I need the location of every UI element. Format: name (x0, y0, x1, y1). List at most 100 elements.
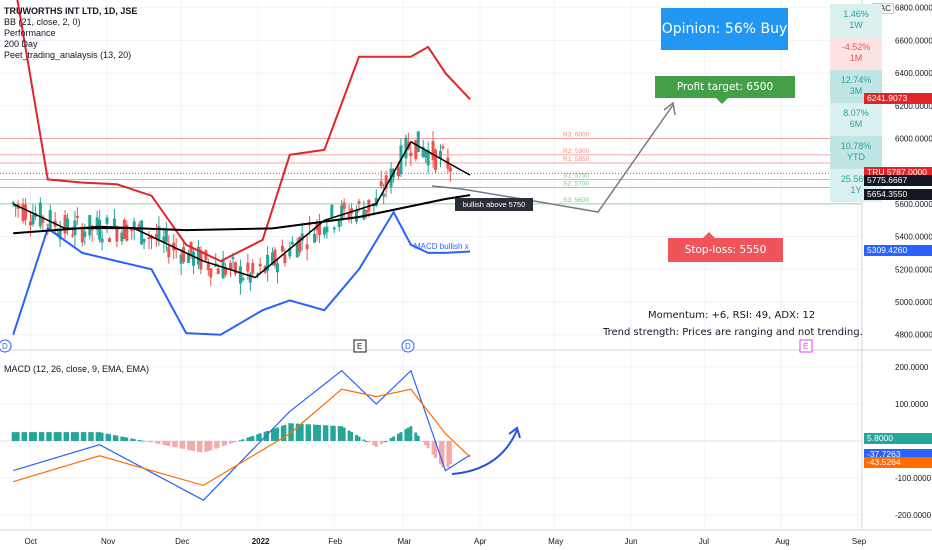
macd-hist-bar (248, 436, 252, 441)
chart-legend: TRUWORTHS INT LTD, 1D, JSE BB (21, close… (4, 6, 137, 61)
candle-body (290, 242, 294, 245)
macd-hist-bar (140, 440, 144, 442)
macd-hist-bar (179, 441, 183, 449)
price-tag: 6241.9073 (864, 92, 932, 104)
projection-arrowhead (663, 101, 676, 116)
macd-legend[interactable]: MACD (12, 26, close, 9, EMA, EMA) (4, 364, 150, 374)
bullish-above-label: bullish above 5750 (455, 198, 533, 211)
x-tick-label: Nov (101, 537, 115, 546)
macd-hist-bar (357, 436, 361, 441)
x-tick-label: Dec (175, 537, 189, 546)
macd-hist-bar (350, 432, 354, 441)
candle-body (271, 252, 275, 265)
macd-hist-bar (448, 441, 452, 465)
performance-value: 8.07% (843, 108, 869, 118)
macd-hist-bar (308, 424, 312, 441)
candle-body (80, 226, 84, 243)
macd-hist-bar (122, 437, 126, 441)
macd-hist-bar (382, 441, 386, 443)
performance-value: 25.56% (840, 174, 872, 184)
x-tick-label: Apr (474, 537, 487, 546)
macd-hist-bar (414, 432, 418, 441)
y-tick-label: 5400.0000 (895, 233, 932, 242)
candle-body (241, 277, 245, 281)
y-tick-label: 6600.0000 (895, 36, 932, 45)
x-tick-label: May (548, 537, 563, 546)
performance-period: 1Y (850, 185, 862, 195)
legend-performance[interactable]: Performance (4, 28, 56, 38)
candle-body (125, 224, 129, 241)
macd-hist-bar (266, 430, 270, 441)
legend-bb[interactable]: BB (21, close, 2, 0) (4, 17, 81, 27)
macd-hist-bar (189, 441, 193, 451)
candle-body (379, 181, 383, 187)
candle-body (374, 197, 378, 206)
legend-200day[interactable]: 200 Day (4, 39, 38, 49)
macd-hist-bar (399, 432, 403, 441)
candle-body (41, 216, 45, 223)
candle-body (157, 226, 161, 242)
level-label: R2: 5900 (563, 148, 590, 155)
dividend-marker (0, 339, 12, 353)
macd-hist-bar (182, 441, 186, 449)
level-label: S3: 5600 (563, 197, 589, 204)
candle-body (95, 217, 99, 230)
macd-hist-bar (16, 432, 20, 441)
candle-body (46, 224, 50, 226)
macd-pane (0, 369, 862, 501)
candle-body (414, 140, 418, 160)
macd-hist-bar (154, 441, 158, 444)
macd-hist-bar (441, 441, 445, 468)
performance-value: 1.46% (843, 9, 869, 19)
legend-peet[interactable]: Peet_trading_analaysis (13, 20) (4, 50, 132, 60)
candle-body (137, 224, 141, 227)
performance-period: 3M (849, 86, 863, 96)
macd-hist-bar (216, 441, 220, 448)
candle-body (11, 202, 15, 205)
candle-body (305, 244, 309, 250)
macd-hist-bar (224, 441, 228, 446)
macd-hist-bar (63, 432, 67, 441)
y-tick-label: 6400.0000 (895, 69, 932, 78)
x-tick-label: Jun (625, 537, 638, 546)
macd-hist-bar (46, 432, 50, 441)
candle-body (382, 193, 386, 197)
candles (11, 131, 452, 295)
macd-hist-bar (24, 432, 28, 441)
macd-hist-bar (174, 441, 178, 448)
candle-body (147, 237, 151, 240)
macd-hist-bar (125, 437, 129, 441)
macd-hist-bar (14, 432, 18, 441)
macd-hist-bar (241, 439, 245, 441)
macd-hist-bar (90, 432, 94, 441)
candle-body (248, 273, 252, 283)
macd-hist-bar (53, 432, 57, 441)
candle-body (238, 266, 242, 284)
performance-period: 1W (849, 20, 863, 30)
macd-hist-bar (258, 433, 262, 441)
candle-body (317, 221, 321, 235)
event-marker-label: E (357, 342, 362, 351)
bb-upper-line (16, 0, 471, 263)
candle-body (142, 238, 146, 243)
macd-hist-bar (28, 432, 32, 441)
symbol-title[interactable]: TRUWORTHS INT LTD, 1D, JSE (4, 6, 138, 16)
macd-hist-bar (187, 441, 191, 450)
candle-body (122, 219, 126, 240)
peet-line (12, 140, 471, 279)
price-tag: 5775.6667 (864, 175, 932, 187)
performance-cell: -4.52% 1M (830, 37, 882, 70)
macd-hist-bar (196, 441, 200, 452)
macd-hist-bar (157, 441, 161, 444)
x-tick-label: 2022 (252, 537, 270, 546)
candle-body (187, 253, 191, 263)
macd-hist-bar (206, 441, 210, 452)
macd-tick-label: 100.0000 (895, 400, 929, 409)
macd-price-tag: -43.5264 (864, 457, 932, 469)
candle-body (167, 246, 171, 258)
macd-hist-bar (83, 432, 87, 441)
candle-body (189, 241, 193, 255)
macd-up-arrow (451, 429, 518, 475)
candle-body (426, 149, 430, 166)
